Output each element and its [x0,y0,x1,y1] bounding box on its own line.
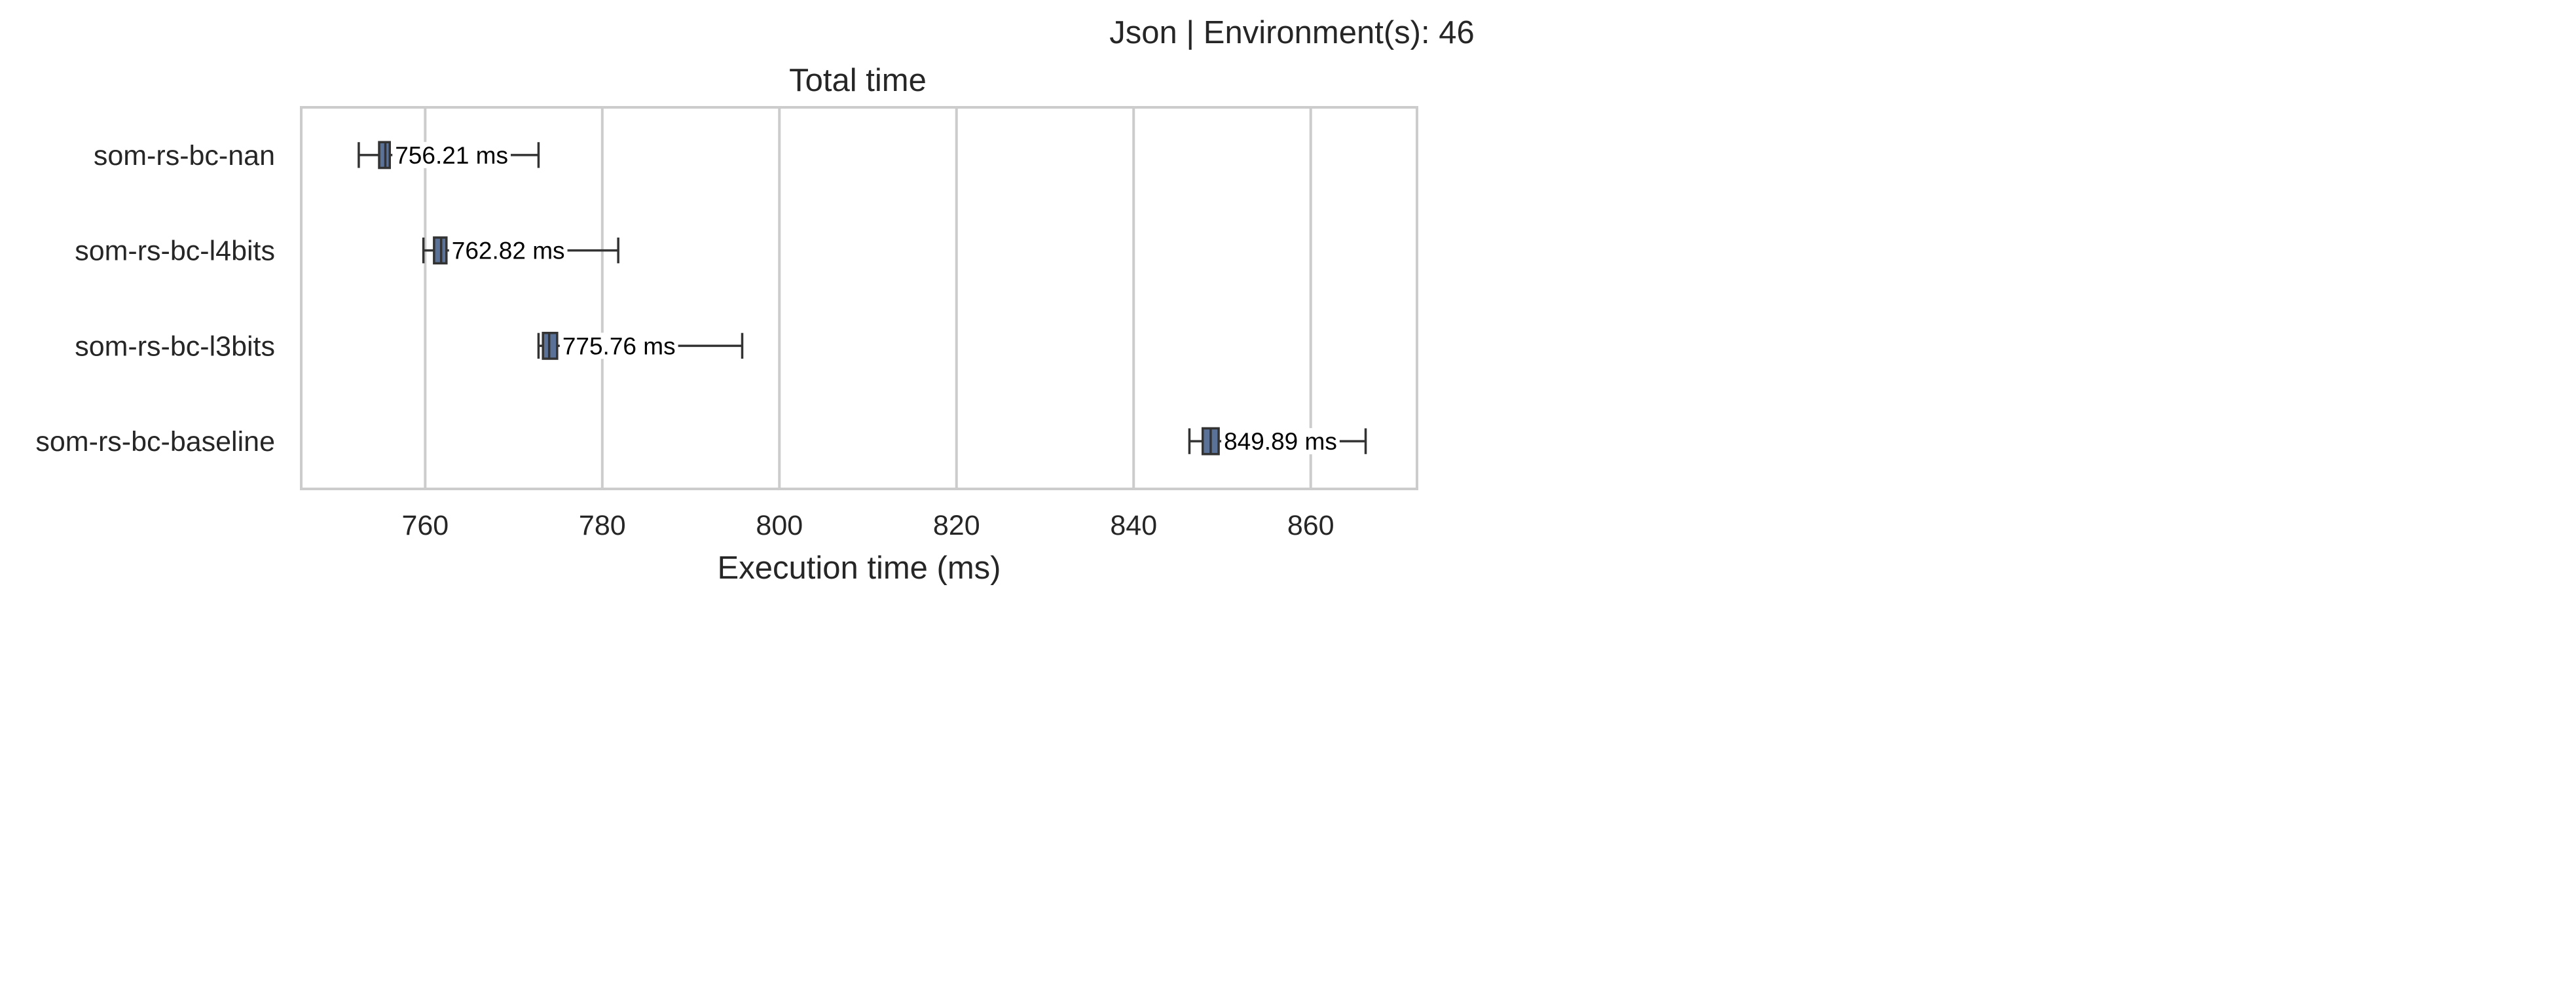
y-tick-label: som-rs-bc-nan [94,140,275,171]
median-label: 775.76 ms [562,332,676,359]
plot-frame [300,106,1418,490]
median-label-background [1221,428,1340,455]
median-label: 762.82 ms [452,238,565,264]
box-som-rs-bc-baseline: 849.89 ms [1188,427,1367,456]
median-label-background [449,237,568,264]
x-tick-labels: 760 780 800 820 840 860 [401,510,1334,541]
figure-suptitle: Json | Environment(s): 46 [1109,15,1474,50]
median-label: 849.89 ms [1224,428,1337,455]
median-label-background [392,141,511,168]
x-tick-label: 780 [579,510,626,541]
x-axis-label: Execution time (ms) [718,550,1001,586]
grid-lines [424,107,1312,489]
y-tick-label: som-rs-bc-baseline [35,426,275,457]
box-series: 756.21 ms 762.82 ms 775.76 ms 849.89 ms [358,141,1367,456]
x-tick-label: 760 [401,510,449,541]
y-tick-label: som-rs-bc-l3bits [75,331,275,362]
x-tick-label: 840 [1110,510,1157,541]
y-tick-labels: som-rs-bc-nan som-rs-bc-l4bits som-rs-bc-l… [35,140,275,457]
median-label-background [559,332,678,359]
box-som-rs-bc-nan: 756.21 ms [358,141,540,170]
x-tick-label: 820 [933,510,980,541]
y-tick-label: som-rs-bc-l4bits [75,236,275,267]
box-som-rs-bc-l3bits: 775.76 ms [537,331,744,360]
x-tick-label: 800 [756,510,803,541]
chart-title: Total time [789,63,927,98]
x-tick-label: 860 [1287,510,1334,541]
box-som-rs-bc-l4bits: 762.82 ms [422,236,619,265]
median-label: 756.21 ms [395,142,508,169]
